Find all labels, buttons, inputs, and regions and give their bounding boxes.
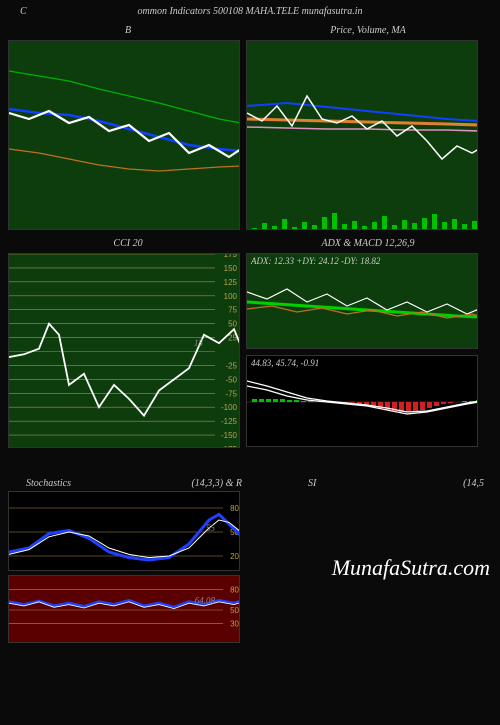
svg-text:80: 80 [230,586,239,595]
svg-text:150: 150 [224,264,238,273]
price-title: Price, Volume, MA [248,23,488,40]
price-chart [246,40,478,230]
rsi-chart: 30 50 80 64.08 [8,575,240,643]
svg-text:30: 30 [230,620,239,629]
adx-chart: ADX: 12.33 +DY: 24.12 -DY: 18.82 [246,253,478,349]
svg-text:-150: -150 [221,431,238,440]
macd-chart: 44.83, 45.74, -0.91 [246,355,478,447]
stoch-title-left: Stochastics [8,478,71,489]
macd-subtitle: 44.83, 45.74, -0.91 [251,358,319,368]
svg-text:64.08: 64.08 [195,595,216,605]
page-header: C ommon Indicators 500108 MAHA.TELE muna… [0,0,500,23]
header-left-char: C [20,6,27,17]
svg-text:-175: -175 [221,445,238,448]
cci-title: CCI 20 [8,236,248,253]
adx-title: ADX & MACD 12,26,9 [248,236,488,253]
svg-text:125: 125 [224,278,238,287]
stoch-title-right: (14,3,3) & R [191,478,248,489]
svg-text:75: 75 [228,306,237,315]
svg-text:-50: -50 [225,375,237,384]
rsi-title-right: (14,5 [463,478,488,489]
svg-text:-125: -125 [221,417,238,426]
svg-text:15: 15 [194,338,204,348]
adx-subtitle: ADX: 12.33 +DY: 24.12 -DY: 18.82 [251,256,380,266]
svg-text:-100: -100 [221,403,238,412]
svg-text:50: 50 [230,606,239,615]
cci-chart: -175-150-125-100-75-50-25255075100125150… [8,253,240,448]
bb-chart [8,40,240,230]
bb-title: B [8,23,248,40]
svg-text:100: 100 [224,292,238,301]
svg-text:-75: -75 [225,389,237,398]
header-title: ommon Indicators 500108 MAHA.TELE munafa… [138,6,363,17]
svg-text:175: 175 [224,254,238,259]
svg-text:50: 50 [228,320,237,329]
watermark: MunafaSutra.com [332,555,490,581]
stoch-chart: 20508055 [8,491,240,571]
rsi-label: SI [248,478,316,489]
svg-text:55: 55 [206,523,216,533]
svg-text:80: 80 [230,504,239,513]
svg-text:20: 20 [230,552,239,561]
svg-text:-25: -25 [225,361,237,370]
